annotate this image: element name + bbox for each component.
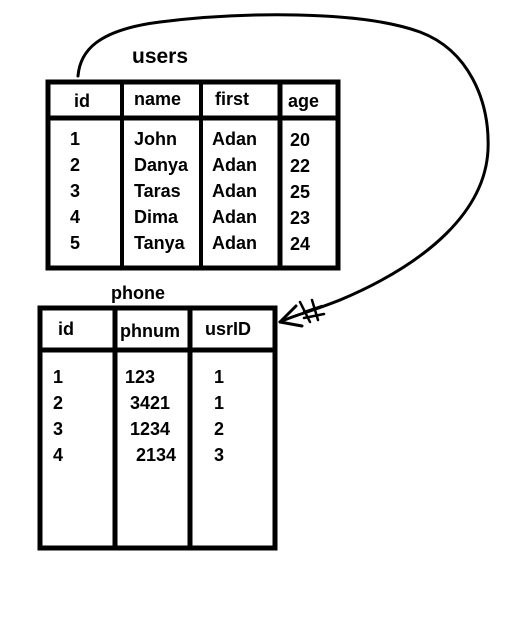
users-table bbox=[45, 79, 341, 271]
users-cell: Adan bbox=[212, 129, 257, 149]
users-cell: 25 bbox=[290, 182, 311, 202]
phone-table-border bbox=[37, 305, 278, 551]
phone-header-phnum: phnum bbox=[120, 321, 180, 341]
users-header-first: first bbox=[215, 89, 250, 109]
users-table-border bbox=[45, 79, 341, 271]
phone-cell: 2 bbox=[214, 419, 225, 439]
phone-cell: 1234 bbox=[130, 419, 171, 439]
users-cell: 3 bbox=[70, 181, 81, 201]
users-cell: Adan bbox=[212, 181, 257, 201]
phone-table bbox=[37, 305, 278, 551]
phone-cell: 1 bbox=[214, 393, 225, 413]
users-cell: John bbox=[134, 129, 177, 149]
phone-table-title: phone bbox=[111, 283, 165, 303]
users-cell: Adan bbox=[212, 155, 257, 175]
users-cell: 20 bbox=[290, 130, 311, 150]
phone-cell: 3 bbox=[214, 445, 225, 465]
users-cell: Taras bbox=[134, 181, 181, 201]
users-cell: 23 bbox=[290, 208, 311, 228]
users-cell: 1 bbox=[70, 129, 81, 149]
users-header-name: name bbox=[134, 89, 182, 109]
users-cell: Tanya bbox=[134, 233, 185, 253]
users-header-id: id bbox=[74, 91, 90, 111]
many-cardinality-marks bbox=[298, 298, 326, 324]
connector-arrowhead bbox=[278, 304, 304, 328]
phone-cell: 1 bbox=[53, 367, 64, 387]
users-table-title: users bbox=[132, 45, 189, 68]
phone-cell: 2134 bbox=[136, 445, 177, 465]
phone-cell: 3421 bbox=[130, 393, 171, 413]
phone-cell: 123 bbox=[125, 367, 156, 387]
phone-header-id: id bbox=[58, 319, 74, 339]
phone-cell: 3 bbox=[53, 419, 64, 439]
users-cell: Adan bbox=[212, 233, 257, 253]
phone-header-usrid: usrID bbox=[205, 319, 252, 339]
users-cell: 24 bbox=[290, 234, 311, 254]
users-cell: 22 bbox=[290, 156, 311, 176]
users-header-age: age bbox=[288, 91, 320, 111]
users-cell: Adan bbox=[212, 207, 257, 227]
phone-cell: 1 bbox=[214, 367, 225, 387]
phone-cell: 4 bbox=[53, 445, 64, 465]
users-cell: 4 bbox=[70, 207, 81, 227]
relationship-connector bbox=[76, 13, 490, 324]
users-cell: 2 bbox=[70, 155, 81, 175]
users-cell: Dima bbox=[134, 207, 179, 227]
users-cell: Danya bbox=[134, 155, 189, 175]
users-cell: 5 bbox=[70, 233, 81, 253]
phone-cell: 2 bbox=[53, 393, 64, 413]
